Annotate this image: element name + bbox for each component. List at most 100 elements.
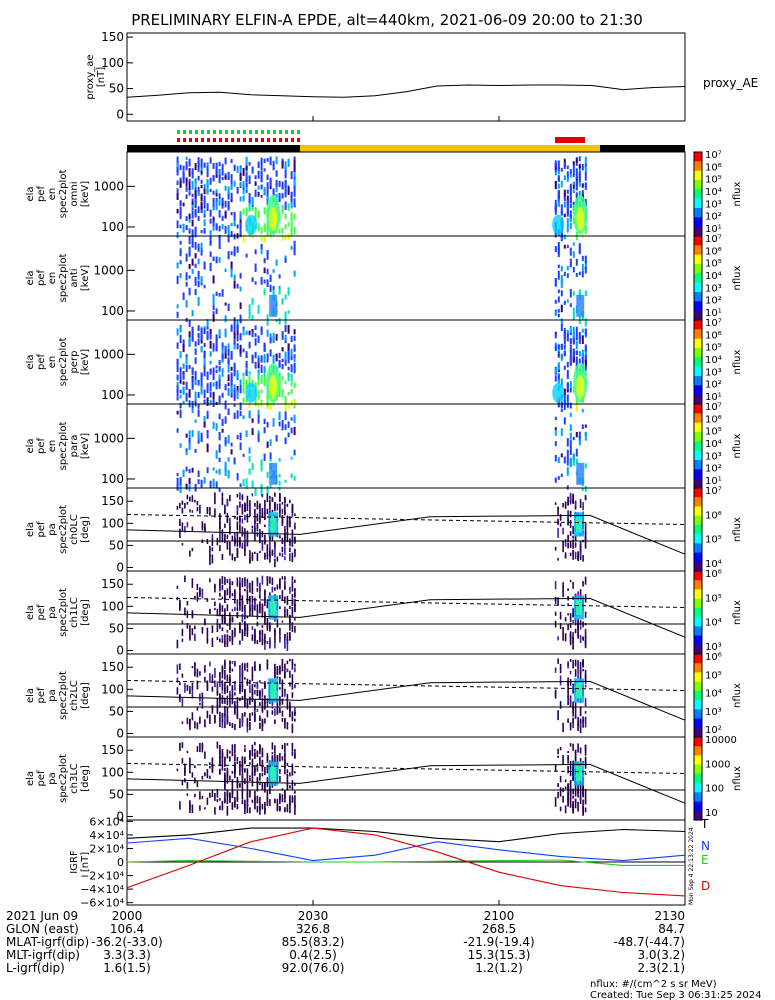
energy-pixel [218, 240, 221, 249]
pitch-pixel [194, 595, 196, 600]
igrf-legend-T: T [700, 817, 709, 831]
pitch-pixel [191, 610, 194, 618]
pitch-pixel [281, 596, 284, 601]
energy-pixel [212, 163, 215, 169]
pitch-pixel [286, 608, 289, 617]
energy-pixel [569, 214, 572, 218]
pitch-pixel [251, 493, 254, 497]
energy-pixel [254, 249, 257, 255]
pitch-pixel [584, 576, 587, 585]
pitch-pixel [269, 495, 271, 499]
energy-pixel [218, 360, 221, 365]
energy-pixel [581, 183, 584, 188]
pitch-pixel [557, 528, 559, 538]
pitch-pixel [259, 507, 261, 516]
pitch-pixel [249, 718, 251, 721]
pitch-pixel [236, 701, 239, 711]
pitch-pixel [221, 605, 224, 612]
energy-pixel [287, 373, 290, 379]
pitch-pixel [224, 791, 226, 801]
energy-pixel [257, 390, 260, 396]
pitch-pixel [186, 782, 189, 789]
pitch-pixel [256, 767, 259, 772]
energy-pixel [245, 156, 248, 166]
energy-pixel [212, 220, 215, 227]
pitch-pixel [261, 640, 264, 646]
pitch-pixel [579, 789, 582, 798]
energy-pixel [257, 415, 260, 424]
pitch-pixel [284, 576, 286, 581]
pitch-pixel [226, 789, 229, 796]
pitch-pixel [562, 755, 564, 765]
pitch-pixel [246, 722, 249, 727]
pitch-pixel [281, 695, 284, 697]
pitch-pixel [214, 508, 216, 518]
energy-pixel [281, 376, 284, 381]
pitch-pixel [281, 521, 284, 526]
pitch-pixel [229, 582, 231, 586]
energy-pixel [278, 317, 281, 325]
pitch-pixel [181, 638, 184, 642]
zone-red-tick [249, 138, 252, 142]
colorbar-segment [694, 626, 702, 637]
energy-pixel [233, 457, 236, 465]
pitch-pixel [284, 556, 286, 561]
pitch-pixel [572, 550, 574, 560]
energy-pixel [242, 376, 245, 382]
pitch-pixel [231, 779, 234, 787]
energy-pixel [554, 429, 557, 436]
pitch-pixel [184, 763, 186, 773]
pitch-pixel [219, 515, 221, 521]
energy-pixel [233, 369, 236, 377]
pitch-pixel [567, 791, 569, 801]
energy-pixel [209, 351, 212, 357]
pitch-pixel [279, 578, 281, 589]
energy-pixel [221, 224, 224, 230]
energy-pixel [245, 165, 248, 171]
energy-pixel [176, 220, 179, 229]
energy-core-peak [576, 374, 585, 399]
zone-red-tick [237, 138, 240, 142]
energy-pixel [224, 160, 227, 165]
pitch-pixel [284, 790, 286, 793]
pitch-pixel [209, 555, 211, 566]
energy-pixel [209, 209, 212, 217]
energy-pixel [239, 182, 242, 187]
pitch-pixel [577, 746, 579, 753]
energy-pixel [221, 163, 224, 170]
energy-pixel [212, 293, 215, 300]
pitch-pixel [269, 782, 271, 790]
energy-pixel [185, 185, 188, 192]
pitch-pixel [266, 641, 269, 645]
energy-pixel [215, 223, 218, 231]
energy-pixel [233, 220, 236, 224]
pitch-pixel [181, 742, 184, 748]
pitch-pixel [289, 543, 291, 546]
energy-pixel [176, 304, 179, 309]
pitch-pixel [577, 660, 579, 664]
energy-pixel [188, 338, 191, 346]
energy-pixel [284, 214, 287, 220]
pitch-pixel [572, 660, 574, 669]
energy-pixel [557, 344, 560, 350]
pitch-ytick-label: 50 [109, 621, 124, 635]
energy-pixel [575, 158, 578, 163]
energy-pixel [263, 279, 266, 284]
colorbar-segment [694, 348, 702, 358]
pitch-pixel [224, 669, 226, 680]
energy-pixel [578, 180, 581, 187]
energy-pixel [212, 298, 215, 306]
pitch-pixel [214, 499, 216, 505]
pitch-pixel [239, 602, 241, 611]
pitch-pixel [562, 503, 564, 508]
pitch-pixel [584, 797, 587, 805]
pitch-pixel [584, 630, 587, 639]
energy-pixel [293, 365, 296, 374]
pitch-pixel [276, 668, 279, 675]
pitch-pixel [281, 546, 284, 553]
pitch-pixel [226, 770, 229, 776]
pitch-pixel [189, 719, 191, 723]
energy-pixel [212, 343, 215, 352]
colorbar-segment [694, 810, 702, 821]
